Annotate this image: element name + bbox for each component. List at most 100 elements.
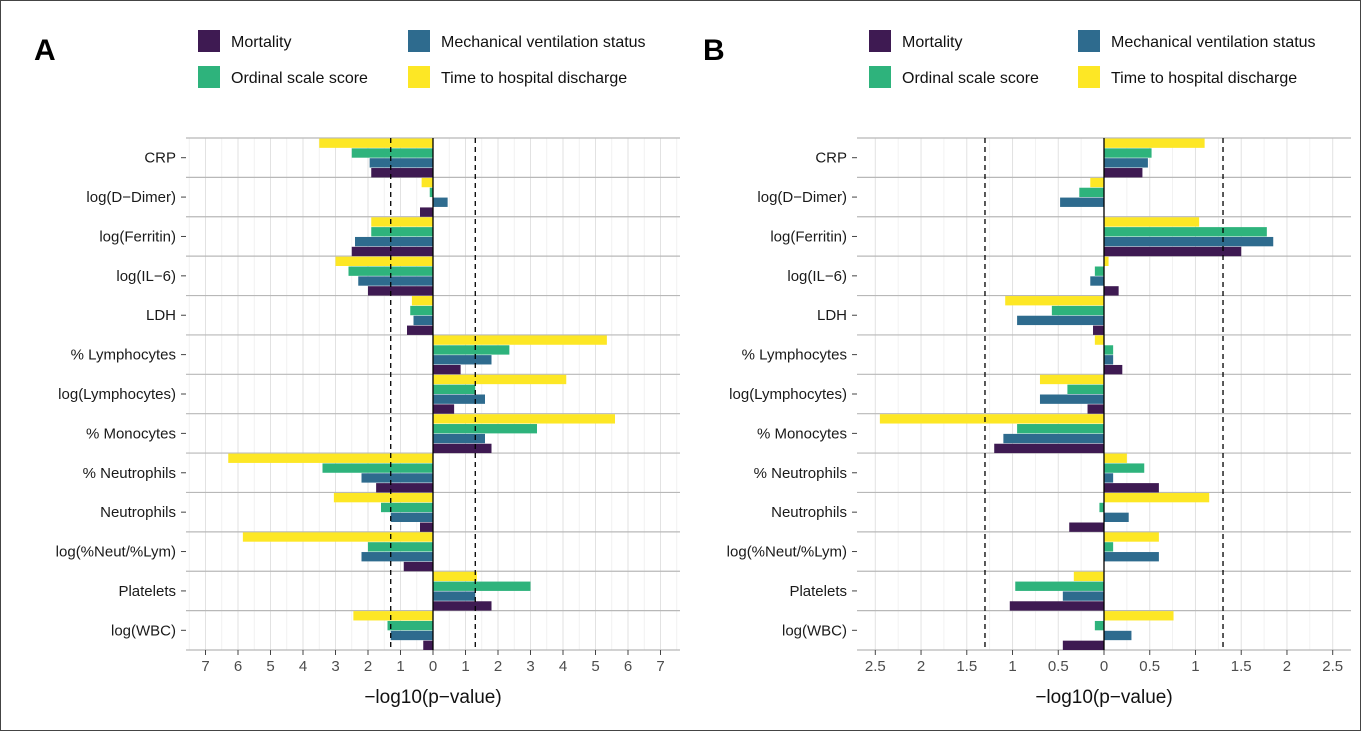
bar-time-to-hospital-discharge [1005, 296, 1104, 306]
bar-ordinal-scale-score [1099, 502, 1104, 513]
bar-mechanical-ventilation-status [358, 276, 433, 286]
bar-time-to-hospital-discharge [433, 414, 615, 424]
bar-time-to-hospital-discharge [1094, 335, 1104, 345]
bar-mortality [433, 443, 492, 454]
category-label: log(Lymphocytes) [729, 386, 847, 403]
x-tick-label: 6 [624, 658, 632, 675]
bar-ordinal-scale-score [371, 227, 433, 237]
bar-time-to-hospital-discharge [333, 492, 433, 503]
bar-ordinal-scale-score [433, 424, 537, 434]
bar-mechanical-ventilation-status [433, 355, 492, 365]
bar-ordinal-scale-score [410, 305, 433, 316]
category-label: log(Lymphocytes) [58, 386, 176, 403]
x-tick-label: 6 [234, 658, 242, 675]
category-label: log(IL−6) [787, 268, 847, 285]
bar-ordinal-scale-score [1104, 227, 1267, 237]
legend-swatch [869, 66, 891, 88]
bar-time-to-hospital-discharge [1104, 138, 1205, 148]
category-label: % Neutrophils [754, 465, 847, 482]
bar-mortality [351, 246, 433, 257]
bar-ordinal-scale-score [322, 463, 433, 473]
bar-mortality [403, 561, 433, 572]
bar-mortality [433, 601, 492, 611]
x-tick-label: 7 [201, 658, 209, 675]
bar-mortality [1087, 404, 1104, 414]
legend-label: Time to hospital discharge [441, 70, 627, 87]
legend-label: Mechanical ventilation status [1111, 34, 1316, 51]
category-label: log(Ferritin) [99, 228, 176, 245]
bar-time-to-hospital-discharge [335, 256, 433, 266]
category-label: CRP [815, 150, 847, 167]
bar-time-to-hospital-discharge [1104, 453, 1127, 463]
bar-mortality [376, 483, 433, 493]
bar-time-to-hospital-discharge [433, 374, 567, 385]
bar-mechanical-ventilation-status [1104, 236, 1274, 247]
legend-swatch [198, 66, 220, 88]
legend-swatch [408, 30, 430, 52]
bar-ordinal-scale-score [1104, 148, 1152, 158]
bar-ordinal-scale-score [1094, 620, 1104, 631]
bar-mortality [1104, 168, 1143, 178]
bar-mechanical-ventilation-status [1060, 197, 1104, 207]
x-tick-label: 1.5 [1231, 658, 1252, 675]
bar-ordinal-scale-score [1104, 345, 1114, 355]
x-tick-label: 4 [559, 658, 567, 675]
category-label: log(D−Dimer) [757, 189, 847, 206]
bar-ordinal-scale-score [368, 542, 433, 552]
category-label: Platelets [789, 583, 847, 600]
bar-time-to-hospital-discharge [1104, 532, 1159, 542]
bar-ordinal-scale-score [351, 148, 433, 158]
legend-label: Time to hospital discharge [1111, 70, 1297, 87]
category-label: Neutrophils [100, 504, 176, 521]
bar-ordinal-scale-score [1079, 187, 1104, 198]
bar-mortality [420, 522, 433, 532]
legend-swatch [869, 30, 891, 52]
bar-ordinal-scale-score [1104, 542, 1114, 552]
category-label: log(WBC) [111, 622, 176, 639]
x-tick-label: 1 [461, 658, 469, 675]
bar-mechanical-ventilation-status [390, 512, 433, 522]
legend-label: Ordinal scale score [231, 70, 368, 87]
x-tick-label: 3 [526, 658, 534, 675]
bar-mortality [994, 443, 1104, 454]
bar-mechanical-ventilation-status [1104, 552, 1159, 562]
category-label: % Lymphocytes [71, 347, 176, 364]
category-label: log(%Neut/%Lym) [727, 544, 847, 561]
bar-mortality [1069, 522, 1104, 532]
bar-ordinal-scale-score [433, 384, 476, 394]
bar-time-to-hospital-discharge [242, 532, 433, 542]
category-label: LDH [817, 307, 847, 324]
category-label: % Monocytes [757, 425, 847, 442]
category-label: CRP [144, 150, 176, 167]
legend-swatch [198, 30, 220, 52]
bar-mechanical-ventilation-status [1017, 315, 1104, 326]
x-tick-label: 2 [364, 658, 372, 675]
bar-mortality [1093, 325, 1104, 335]
panel-label: A [34, 34, 56, 67]
bar-ordinal-scale-score [381, 502, 433, 513]
bar-ordinal-scale-score [1094, 266, 1104, 276]
bar-time-to-hospital-discharge [421, 177, 433, 188]
x-tick-label: 1 [396, 658, 404, 675]
bar-ordinal-scale-score [433, 345, 510, 355]
bar-mechanical-ventilation-status [1104, 473, 1114, 483]
bar-mechanical-ventilation-status [390, 630, 433, 641]
bar-mechanical-ventilation-status [1104, 512, 1129, 522]
bar-mortality [423, 640, 433, 650]
bar-time-to-hospital-discharge [879, 414, 1104, 424]
x-tick-label: 0 [429, 658, 437, 675]
category-label: % Monocytes [86, 425, 176, 442]
bar-mortality [1062, 640, 1104, 650]
x-tick-label: 1 [1191, 658, 1199, 675]
bar-mortality [1104, 483, 1159, 493]
bar-time-to-hospital-discharge [1104, 611, 1174, 621]
bar-mechanical-ventilation-status [433, 591, 476, 601]
category-label: Neutrophils [771, 504, 847, 521]
category-label: log(IL−6) [116, 268, 176, 285]
bar-mortality [1104, 364, 1123, 375]
bar-mortality [420, 207, 433, 217]
legend-swatch [1078, 66, 1100, 88]
category-label: LDH [146, 307, 176, 324]
legend: Mortality Mechanical ventilation status Or… [869, 30, 1316, 88]
